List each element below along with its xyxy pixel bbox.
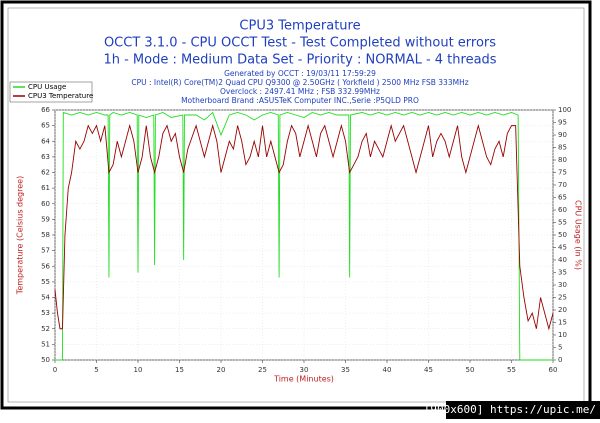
x-tick-label: 10 [134, 366, 143, 374]
y-tick-label: 56 [41, 262, 50, 270]
y-tick-label: 66 [41, 106, 50, 114]
y-tick-label: 64 [41, 137, 50, 145]
y-tick-label: 50 [41, 356, 50, 364]
y-tick-label: 52 [41, 325, 50, 333]
y2-tick-label: 55 [558, 219, 567, 227]
y2-tick-label: 45 [558, 244, 567, 252]
info-line: Generated by OCCT : 19/03/11 17:59:29 [224, 69, 376, 78]
series-line [54, 123, 554, 331]
y-tick-label: 61 [41, 184, 50, 192]
info-line: Overclock : 2497.41 MHz ; FSB 332.99MHz [220, 87, 380, 96]
chart-title: CPU3 Temperature [239, 19, 360, 34]
y2-tick-label: 25 [558, 294, 567, 302]
x-tick-label: 60 [549, 366, 558, 374]
y2-tick-label: 75 [558, 169, 567, 177]
x-tick-label: 35 [341, 366, 350, 374]
series-line [55, 111, 553, 361]
y-tick-label: 62 [41, 169, 50, 177]
y-tick-label: 58 [41, 231, 50, 239]
y2-tick-label: 10 [558, 331, 567, 339]
legend-label: CPU3 Temperature [28, 92, 93, 100]
y2-tick-label: 0 [558, 356, 562, 364]
y2-tick-label: 30 [558, 281, 567, 289]
y-axis-label: Temperature (Celsius degree) [16, 176, 25, 295]
y-tick-label: 54 [41, 294, 50, 302]
x-tick-label: 5 [94, 366, 98, 374]
y2-axis-label: CPU Usage (in %) [574, 200, 583, 270]
y-tick-label: 65 [41, 122, 50, 130]
y-tick-label: 55 [41, 278, 50, 286]
legend-box [9, 81, 93, 103]
info-line: Motherboard Brand :ASUSTeK Computer INC.… [181, 96, 419, 105]
x-tick-label: 15 [175, 366, 184, 374]
legend-label: CPU Usage [28, 83, 66, 91]
x-tick-label: 20 [217, 366, 226, 374]
y-tick-label: 63 [41, 153, 50, 161]
y2-tick-label: 5 [558, 344, 562, 352]
y2-tick-label: 65 [558, 194, 567, 202]
y2-tick-label: 20 [558, 306, 567, 314]
y2-tick-label: 35 [558, 269, 567, 277]
y2-tick-label: 40 [558, 256, 567, 264]
y2-tick-label: 100 [558, 106, 571, 114]
info-line: CPU : Intel(R) Core(TM)2 Quad CPU Q9300 … [131, 78, 468, 87]
x-tick-label: 40 [383, 366, 392, 374]
x-tick-label: 25 [258, 366, 267, 374]
y-tick-label: 51 [41, 340, 50, 348]
y-tick-label: 53 [41, 309, 50, 317]
x-tick-label: 30 [300, 366, 309, 374]
chart-subtitle: OCCT 3.1.0 - CPU OCCT Test - Test Comple… [104, 36, 496, 51]
y2-tick-label: 60 [558, 206, 567, 214]
y2-tick-label: 95 [558, 119, 567, 127]
watermark: [900x600] https://upic.me/ [424, 403, 596, 416]
y2-tick-label: 85 [558, 144, 567, 152]
y2-tick-label: 90 [558, 131, 567, 139]
x-axis-label: Time (Minutes) [273, 375, 334, 384]
x-tick-label: 45 [424, 366, 433, 374]
y-tick-label: 57 [41, 247, 50, 255]
y2-tick-label: 70 [558, 181, 567, 189]
y-tick-label: 59 [41, 215, 50, 223]
x-tick-label: 0 [53, 366, 57, 374]
y2-tick-label: 15 [558, 319, 567, 327]
x-tick-label: 55 [507, 366, 516, 374]
watermark-bg [446, 401, 600, 419]
chart-subtitle: 1h - Mode : Medium Data Set - Priority :… [103, 53, 496, 68]
y2-tick-label: 50 [558, 231, 567, 239]
x-tick-label: 50 [466, 366, 475, 374]
y-tick-label: 60 [41, 200, 50, 208]
y2-tick-label: 80 [558, 156, 567, 164]
